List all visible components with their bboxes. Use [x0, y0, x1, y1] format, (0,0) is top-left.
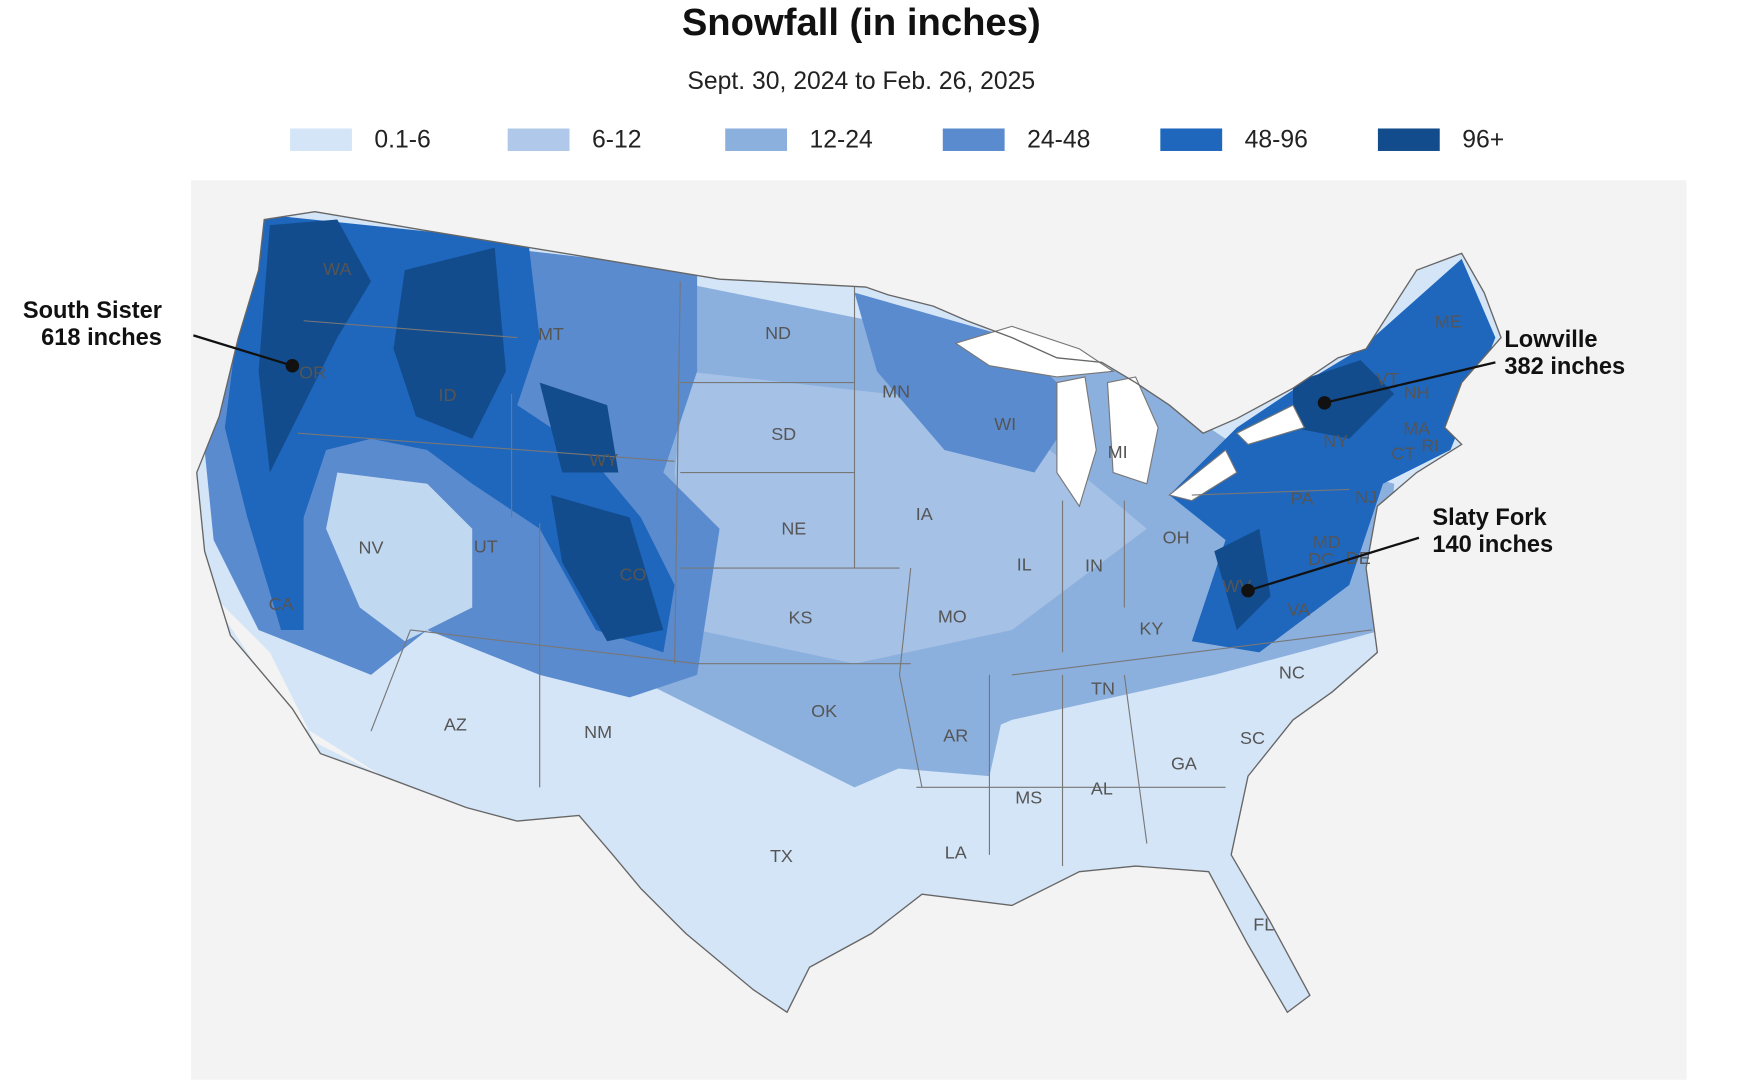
legend-label: 96+ — [1462, 126, 1504, 153]
annotation-leader — [1324, 361, 1496, 404]
legend-label: 6-12 — [592, 126, 641, 153]
state-label: ME — [1435, 312, 1462, 332]
annotation-amount: 618 inches — [41, 325, 162, 351]
state-label: LA — [945, 842, 967, 862]
state-label: MD — [1313, 532, 1341, 552]
legend-swatch — [942, 128, 1005, 151]
state-label: NY — [1323, 431, 1348, 451]
state-label: KS — [789, 607, 813, 627]
state-label: MN — [882, 381, 910, 401]
state-label: FL — [1253, 914, 1274, 934]
annotation-name: Slaty Fork — [1432, 505, 1547, 531]
state-label: DE — [1346, 548, 1371, 568]
state-label: NE — [781, 519, 806, 539]
state-label: IL — [1017, 555, 1032, 575]
legend-swatch — [1377, 128, 1440, 151]
state-label: MO — [938, 606, 967, 626]
state-label: UT — [474, 537, 498, 557]
state-labels: WA OR CA NV ID MT WY UT CO AZ NM ND SD NE KS OK TX MN IA MO… — [269, 259, 1462, 935]
state-label: TN — [1091, 678, 1115, 698]
state-label: NH — [1404, 383, 1430, 403]
legend: 0.1-6 6-12 12-24 24-48 48-96 96+ — [290, 126, 1504, 153]
state-label: DC — [1308, 549, 1334, 569]
legend-label: 0.1-6 — [374, 126, 430, 153]
state-label: WI — [994, 414, 1016, 434]
annotation-leader — [1247, 536, 1420, 592]
state-label: WY — [589, 450, 618, 470]
state-label: NV — [359, 538, 384, 558]
state-label: IN — [1085, 556, 1103, 576]
state-label: MI — [1108, 442, 1128, 462]
annotation-dot — [1241, 583, 1255, 598]
zone — [258, 219, 664, 642]
legend-swatch — [507, 128, 570, 151]
subtitle: Sept. 30, 2024 to Feb. 26, 2025 — [687, 68, 1035, 95]
annotation-dot — [285, 358, 300, 373]
annotation-name: South Sister — [23, 298, 162, 324]
annotation-name: Lowville — [1504, 327, 1597, 353]
title: Snowfall (in inches) — [682, 1, 1041, 44]
zone — [787, 674, 1012, 777]
great-lakes — [954, 325, 1306, 508]
state-label: VA — [1287, 600, 1310, 620]
state-label: PA — [1291, 488, 1314, 508]
state-label: AZ — [444, 714, 467, 734]
legend-swatch — [290, 128, 352, 151]
annotation-dot — [1317, 396, 1332, 410]
zone — [326, 472, 473, 642]
state-label: MA — [1403, 419, 1430, 439]
zone — [854, 292, 1080, 473]
state-label: NM — [584, 722, 612, 742]
state-label: OH — [1163, 528, 1190, 548]
state-label: ID — [439, 385, 457, 405]
state-label: VT — [1376, 369, 1399, 389]
state-label: WA — [323, 259, 351, 279]
zone — [1214, 360, 1395, 630]
state-label: AL — [1091, 778, 1113, 798]
zone — [202, 584, 383, 777]
state-label: OK — [811, 701, 837, 721]
state-label: MS — [1015, 787, 1042, 807]
state-label: SC — [1240, 728, 1265, 748]
state-label: ND — [765, 323, 791, 343]
state-label: OR — [299, 362, 326, 382]
state-label: CA — [269, 594, 294, 614]
annotation-amount: 140 inches — [1432, 532, 1553, 558]
state-label: RI — [1421, 435, 1439, 455]
state-label: TX — [770, 846, 793, 866]
annotation-leader — [193, 334, 293, 367]
state-label: GA — [1171, 754, 1197, 774]
legend-swatch — [725, 128, 788, 151]
state-label: AR — [943, 726, 968, 746]
state-label: KY — [1139, 619, 1163, 639]
legend-swatch — [1160, 128, 1223, 151]
legend-label: 12-24 — [810, 126, 873, 153]
state-label: IA — [916, 504, 933, 524]
state-label: CT — [1391, 443, 1415, 463]
state-label: NC — [1279, 663, 1305, 683]
state-label: MT — [538, 324, 564, 344]
state-label: CO — [620, 565, 647, 585]
state-label: NJ — [1355, 487, 1377, 507]
state-label: SD — [771, 424, 796, 444]
legend-label: 24-48 — [1027, 126, 1090, 153]
state-borders — [297, 281, 1372, 867]
legend-label: 48-96 — [1245, 126, 1308, 153]
annotation-amount: 382 inches — [1504, 354, 1625, 380]
